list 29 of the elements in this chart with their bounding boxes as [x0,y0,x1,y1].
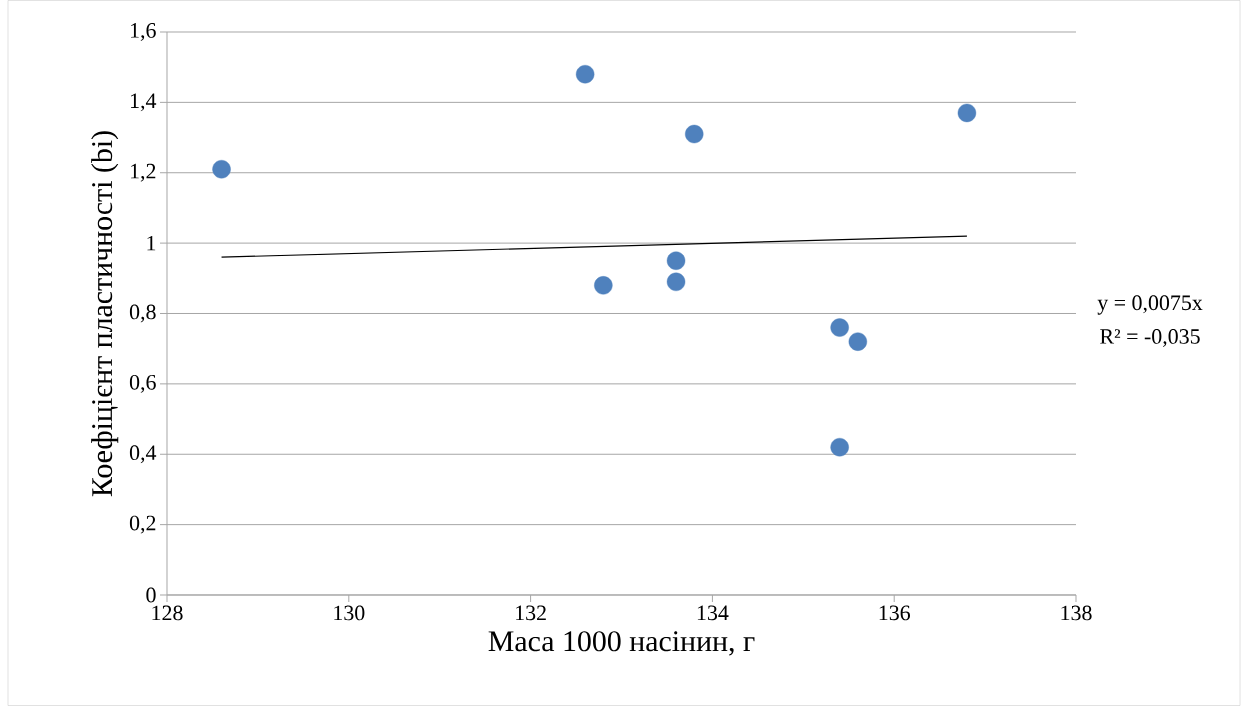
x-tick-label: 128 [152,605,183,621]
x-tick-label: 130 [334,605,365,621]
text: R² = -0,035 [1100,329,1200,347]
y-axis-title: Коефіцієнт пластичності (bi) [91,131,119,497]
x-tick-label: 138 [1061,605,1092,621]
point [830,438,849,457]
point [957,103,977,123]
x-tick-label: 134 [697,605,729,621]
y-tick-label: 1,2 [131,163,156,182]
y-tick-label: 0,8 [129,304,156,323]
x-tick-label: 132 [516,605,546,621]
y-tick-label: 0 [146,587,156,603]
point [848,332,868,351]
point [594,276,613,295]
text: y = 0,0075x [1097,295,1203,315]
point [575,65,595,84]
y-tick-label: 0,2 [129,515,156,534]
x-tick-label: 136 [879,605,910,621]
y-tick-label: 1,4 [131,93,157,112]
point [212,160,231,179]
y-tick-label: 1 [147,235,156,251]
x-axis-title: Маса 1000 насінин, г [488,631,755,656]
point [685,124,704,144]
point [830,318,849,337]
y-tick-label: 0,6 [129,374,156,393]
y-tick-label: 0,4 [129,445,157,464]
point [666,272,686,292]
y-tick-label: 1,6 [131,23,156,41]
point [666,251,686,270]
